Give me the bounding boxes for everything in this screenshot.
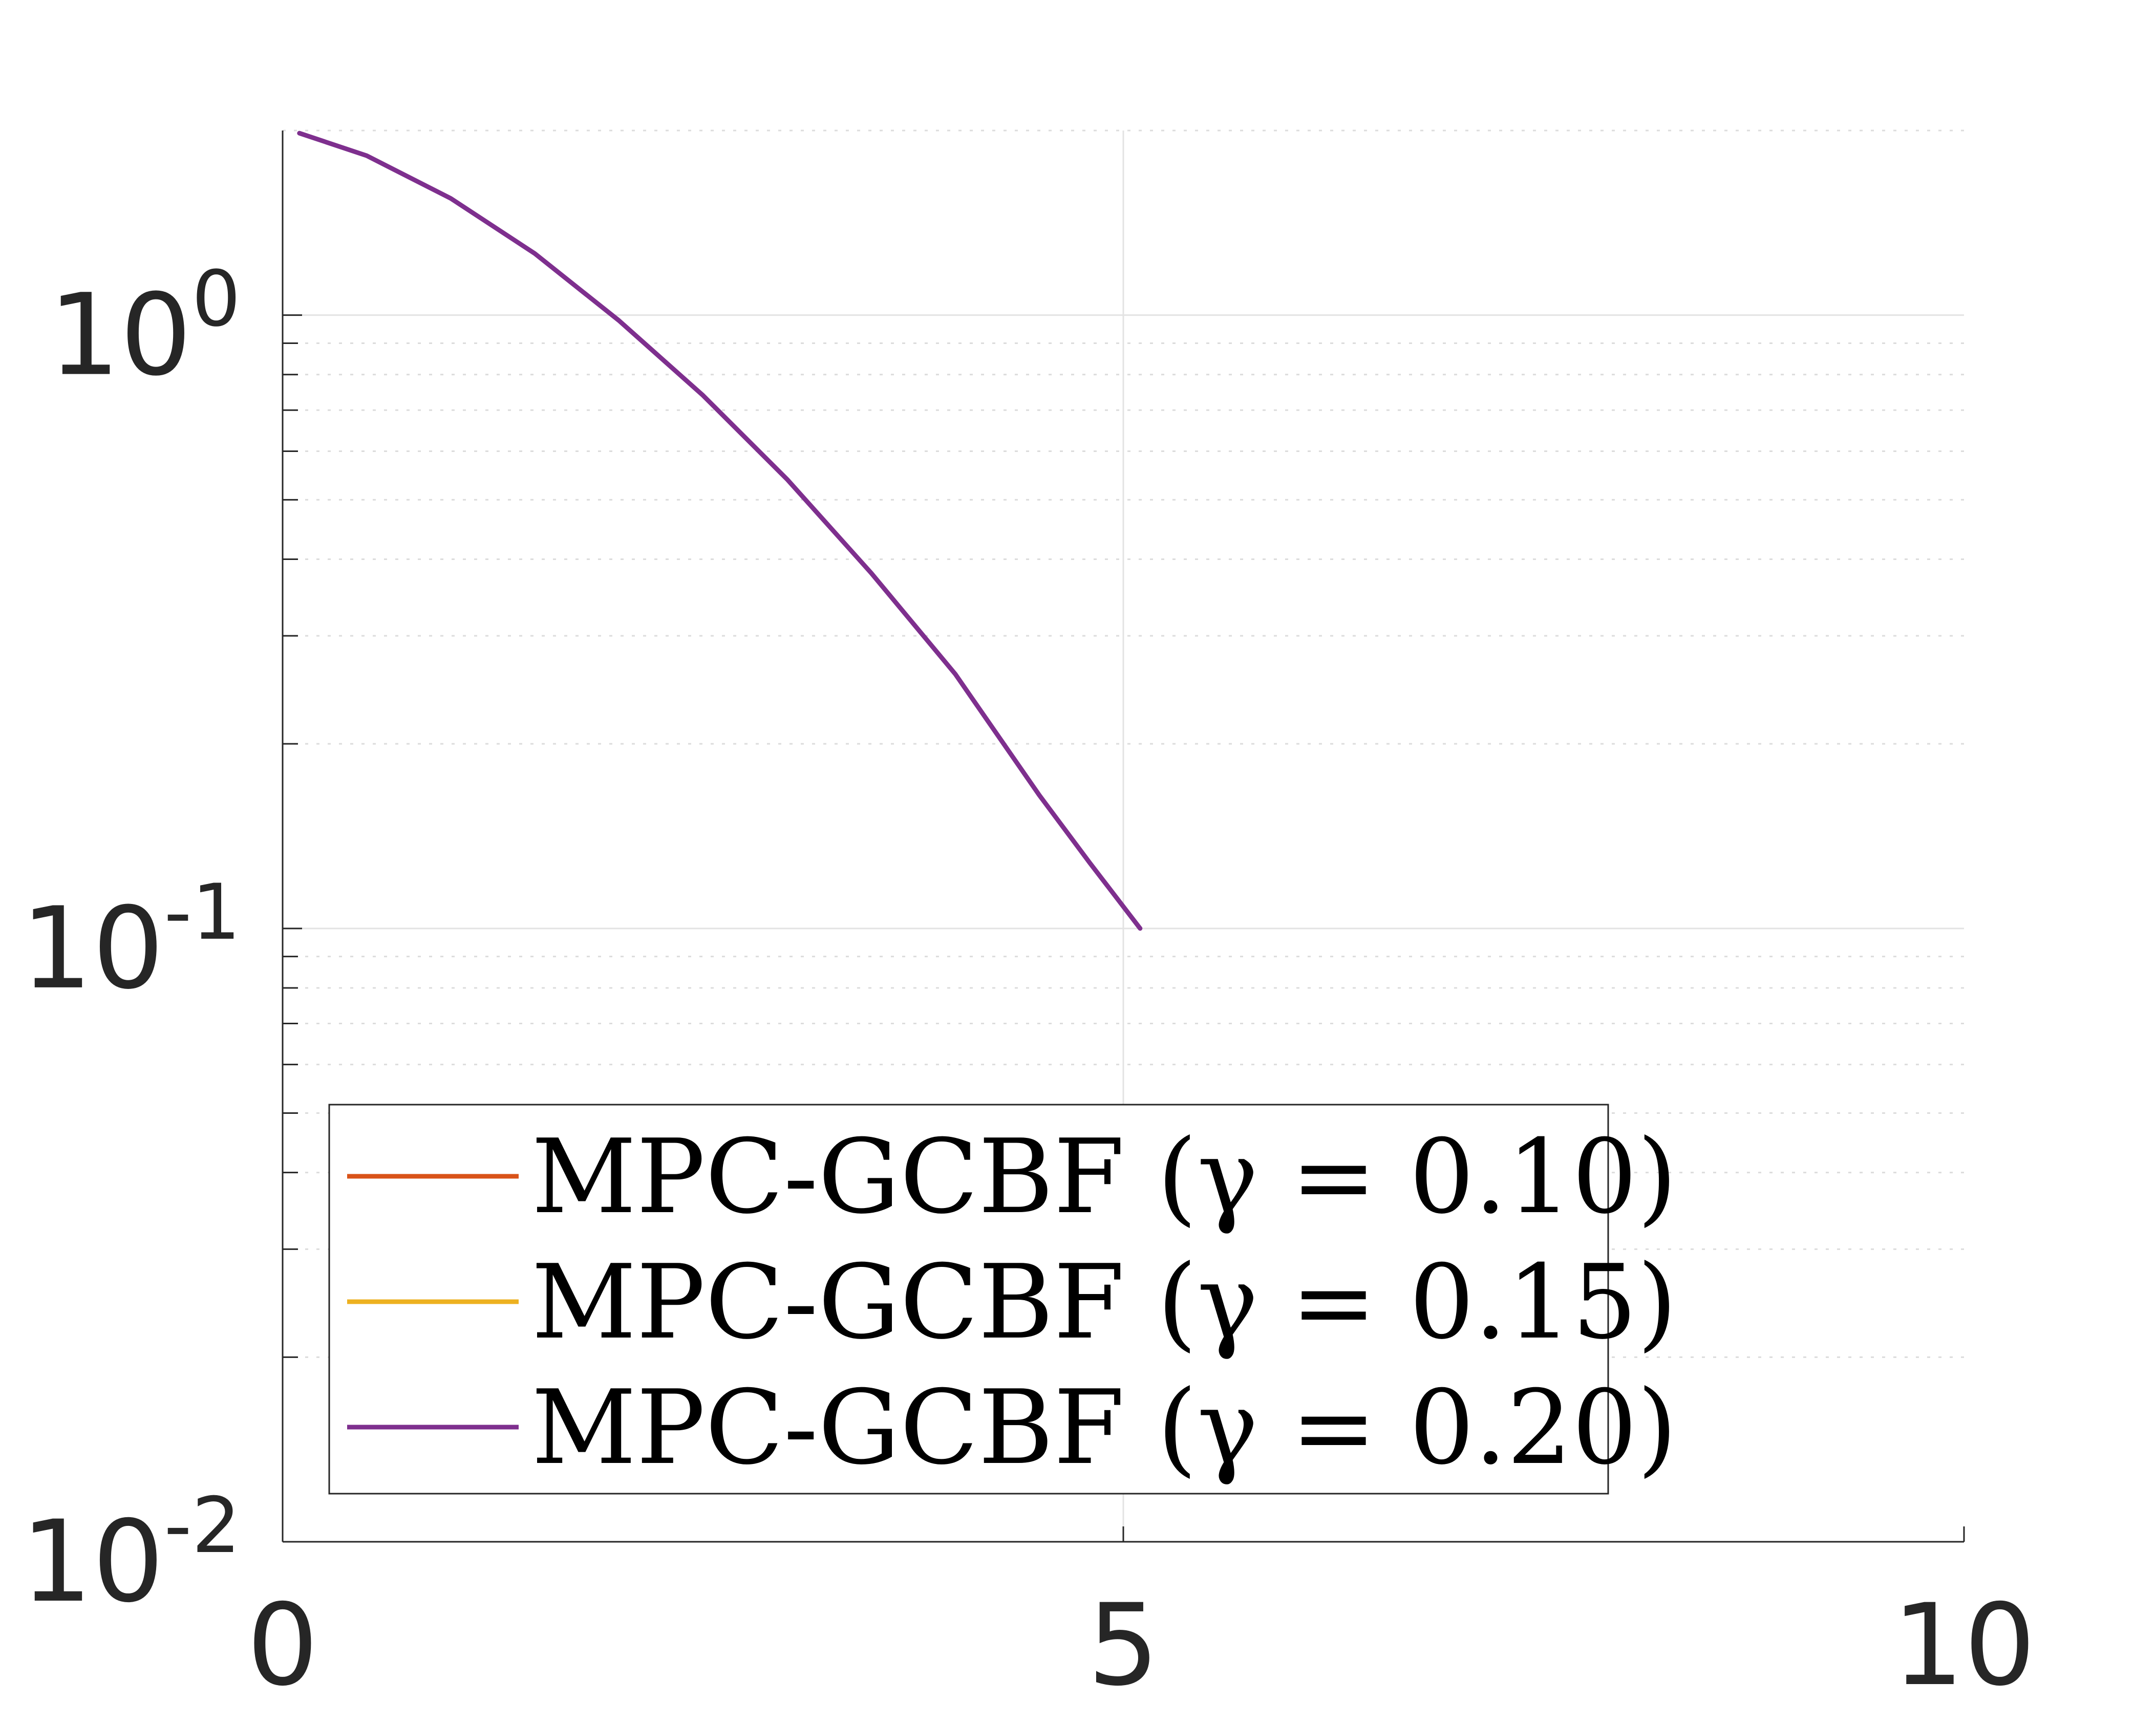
y-tick-label: 100 [49, 255, 241, 401]
x-tick-label: 10 [1892, 1580, 2036, 1711]
legend-label: MPC-GCBF (γ = 0.15) [531, 1243, 1677, 1362]
series-layer [297, 131, 1143, 931]
minor-grid [283, 130, 1964, 1358]
legend-box [328, 1104, 1609, 1495]
y-tick-labels: 10-2 10-1 100 [20, 255, 241, 1627]
y-tick-label: 10-2 [20, 1481, 241, 1627]
x-tick-label: 5 [1087, 1580, 1159, 1711]
series-line [297, 131, 1143, 931]
x-tick-label: 0 [247, 1580, 318, 1711]
axes-box [282, 131, 1965, 1543]
x-tick-labels: 0 5 10 [247, 1580, 2036, 1711]
y-tick-label: 10-1 [20, 868, 241, 1014]
legend-label: MPC-GCBF (γ = 0.20) [531, 1368, 1677, 1488]
legend: MPC-GCBF (γ = 0.10)MPC-GCBF (γ = 0.15)MP… [328, 1104, 1677, 1495]
legend-label: MPC-GCBF (γ = 0.10) [531, 1117, 1677, 1237]
